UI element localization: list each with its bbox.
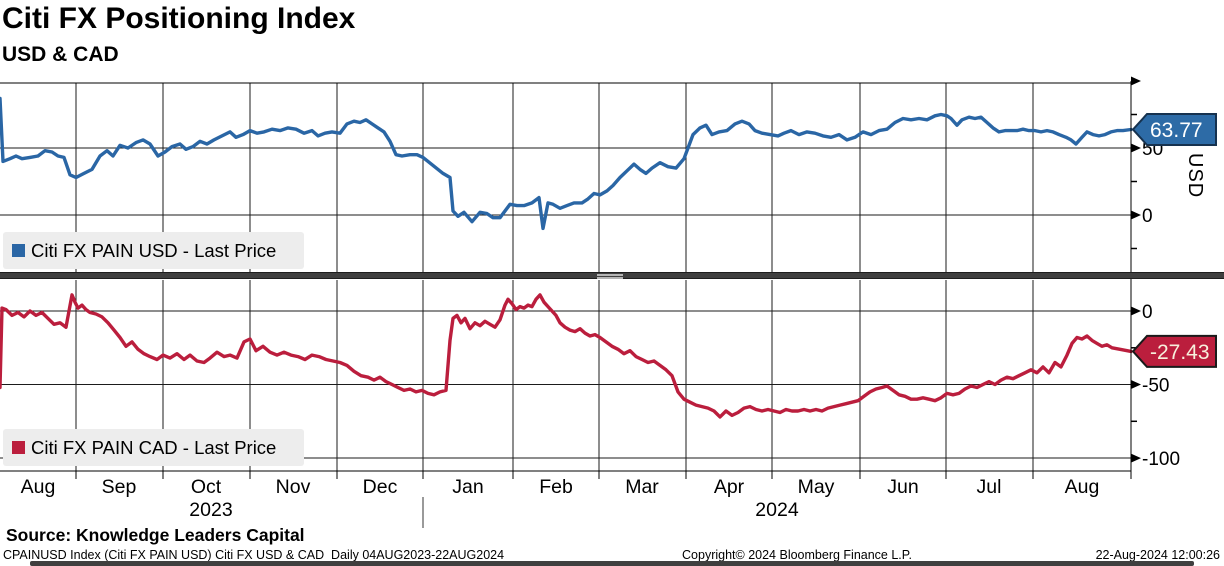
x-axis-month-label: Feb xyxy=(539,476,573,498)
x-axis-month-label: Sep xyxy=(101,476,137,498)
legend-cad-label: Citi FX PAIN CAD - Last Price xyxy=(31,436,277,458)
right-axis-title-usd: USD xyxy=(1184,153,1206,199)
x-axis-month-label: Nov xyxy=(275,476,311,498)
last-price-badge-usd xyxy=(1131,113,1217,146)
y-axis-arrow-tick-icon xyxy=(1131,453,1141,463)
footer-timestamp: 22-Aug-2024 12:00:26 xyxy=(1095,548,1220,562)
page-title: Citi FX Positioning Index xyxy=(2,2,356,35)
cad-series-swatch-icon xyxy=(12,441,25,454)
footer-copyright: Copyright© 2024 Bloomberg Finance L.P. xyxy=(682,548,912,562)
year-separator-line xyxy=(422,497,424,528)
bottom-divider-bar xyxy=(30,561,1194,566)
footer-ticker-info: CPAINUSD Index (Citi FX PAIN USD) Citi F… xyxy=(3,548,505,562)
legend-usd-label: Citi FX PAIN USD - Last Price xyxy=(31,239,277,261)
x-axis-month-label: Oct xyxy=(190,476,222,498)
x-axis-year-label-2023: 2023 xyxy=(189,499,233,521)
y-axis-arrow-tick-icon xyxy=(1131,143,1141,153)
panel-divider-grip-icon[interactable] xyxy=(597,277,623,279)
usd-series-swatch-icon xyxy=(12,244,25,257)
x-axis-month-label: Jun xyxy=(887,476,919,498)
x-axis-month-label: Apr xyxy=(713,476,745,498)
x-axis-month-label: Dec xyxy=(362,476,398,498)
x-axis-month-label: Aug xyxy=(1064,476,1100,498)
y-axis-arrow-tick-icon xyxy=(1131,380,1141,389)
x-axis-month-label: Jan xyxy=(452,476,484,498)
series-line-cad xyxy=(0,293,1133,419)
y-axis-tick-label: 0 xyxy=(1142,206,1153,227)
y-axis-tick-label: -100 xyxy=(1142,449,1180,470)
last-price-badge-cad xyxy=(1131,334,1217,368)
page-subtitle: USD & CAD xyxy=(2,43,119,66)
y-axis-arrow-tick-icon xyxy=(1131,306,1141,316)
legend-usd[interactable]: Citi FX PAIN USD - Last Price xyxy=(3,232,304,269)
last-price-badge-label: -27.43 xyxy=(1150,341,1210,364)
panel-divider-bar xyxy=(0,272,1224,279)
series-line-usd xyxy=(0,96,1133,231)
last-price-badge-label: 63.77 xyxy=(1150,119,1203,142)
x-axis-month-label: Aug xyxy=(20,476,56,498)
legend-cad[interactable]: Citi FX PAIN CAD - Last Price xyxy=(3,429,304,466)
x-axis-month-label: Jul xyxy=(976,476,1002,498)
source-credit: Source: Knowledge Leaders Capital xyxy=(6,525,305,545)
panel-divider-grip-icon[interactable] xyxy=(597,274,623,276)
x-axis-month-label: Mar xyxy=(625,476,659,498)
y-axis-arrow-tick-icon xyxy=(1131,210,1141,220)
x-axis-year-label-2024: 2024 xyxy=(755,499,799,521)
y-axis-tick-label: 0 xyxy=(1142,302,1153,323)
y-axis-arrow-tick-icon xyxy=(1131,76,1141,86)
y-axis-tick-label: -50 xyxy=(1142,376,1169,397)
x-axis-month-label: May xyxy=(797,476,835,498)
